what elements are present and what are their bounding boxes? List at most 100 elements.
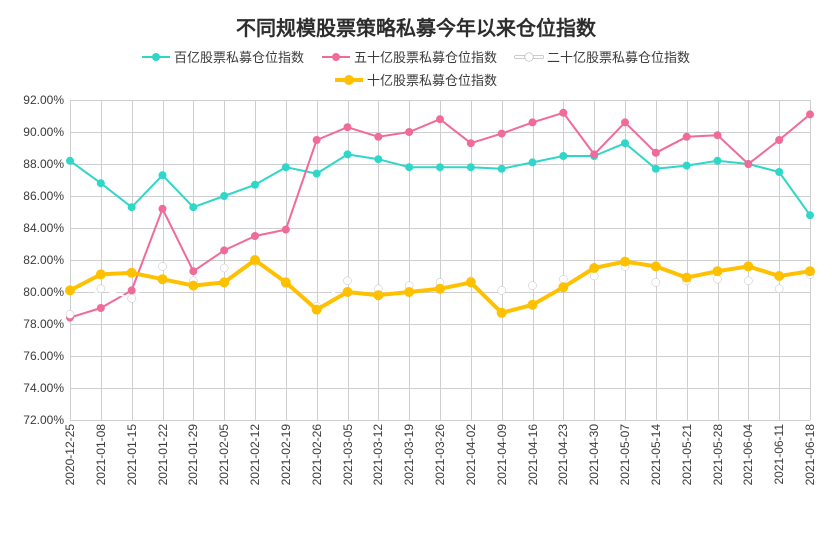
- series-marker: [590, 150, 598, 158]
- series-marker: [373, 290, 383, 300]
- series-marker: [714, 131, 722, 139]
- series-marker: [498, 130, 506, 138]
- series-marker: [559, 152, 567, 160]
- series-marker: [343, 287, 353, 297]
- series-marker: [65, 285, 75, 295]
- series-marker: [251, 181, 259, 189]
- series-marker: [683, 133, 691, 141]
- series-svg: [70, 100, 810, 420]
- x-axis-tick-label: 2021-05-14: [649, 420, 663, 485]
- series-marker: [806, 110, 814, 118]
- series-marker: [621, 139, 629, 147]
- legend-item: 二十亿股票私募仓位指数: [515, 47, 690, 66]
- series-line: [70, 143, 810, 215]
- series-marker: [97, 179, 105, 187]
- x-axis-tick-label: 2021-04-09: [495, 420, 509, 485]
- legend-item: 百亿股票私募仓位指数: [142, 47, 304, 66]
- y-axis-tick-label: 90.00%: [23, 125, 70, 139]
- x-axis-tick-label: 2021-04-23: [556, 420, 570, 485]
- chart-title: 不同规模股票策略私募今年以来仓位指数: [0, 0, 832, 47]
- x-axis-tick-label: 2021-01-15: [125, 420, 139, 485]
- x-axis-tick-label: 2021-03-26: [433, 420, 447, 485]
- x-axis-tick-label: 2021-04-16: [526, 420, 540, 485]
- series-marker: [805, 266, 815, 276]
- series-marker: [188, 281, 198, 291]
- series-marker: [529, 158, 537, 166]
- legend-item: 五十亿股票私募仓位指数: [322, 47, 497, 66]
- y-axis-tick-label: 82.00%: [23, 253, 70, 267]
- legend-swatch: [515, 53, 543, 61]
- series-marker: [744, 160, 752, 168]
- series-marker: [344, 123, 352, 131]
- x-axis-tick-label: 2021-04-30: [587, 420, 601, 485]
- x-axis-tick-label: 2020-12-25: [63, 420, 77, 485]
- legend-label: 五十亿股票私募仓位指数: [354, 47, 497, 66]
- series-marker: [220, 264, 228, 272]
- series-marker: [96, 269, 106, 279]
- series-marker: [220, 246, 228, 254]
- series-marker: [374, 155, 382, 163]
- x-axis-tick-label: 2021-05-21: [680, 420, 694, 485]
- series-marker: [498, 165, 506, 173]
- series-marker: [97, 285, 105, 293]
- x-axis-tick-label: 2021-01-08: [94, 420, 108, 485]
- series-marker: [250, 255, 260, 265]
- series-marker: [66, 157, 74, 165]
- series-marker: [774, 271, 784, 281]
- series-marker: [652, 165, 660, 173]
- x-axis-tick-label: 2021-02-05: [217, 420, 231, 485]
- series-marker: [652, 149, 660, 157]
- x-axis-tick-label: 2021-03-12: [371, 420, 385, 485]
- series-marker: [405, 128, 413, 136]
- series-marker: [589, 263, 599, 273]
- series-marker: [775, 136, 783, 144]
- series-marker: [404, 287, 414, 297]
- series-marker: [189, 267, 197, 275]
- y-axis-tick-label: 78.00%: [23, 317, 70, 331]
- series-marker: [652, 278, 660, 286]
- series-marker: [159, 262, 167, 270]
- legend-item: 十亿股票私募仓位指数: [335, 70, 497, 89]
- series-marker: [713, 266, 723, 276]
- chart-container: 不同规模股票策略私募今年以来仓位指数 百亿股票私募仓位指数 五十亿股票私募仓位指数…: [0, 0, 832, 547]
- series-marker: [497, 308, 507, 318]
- series-marker: [466, 277, 476, 287]
- x-axis-tick-label: 2021-01-29: [186, 420, 200, 485]
- series-marker: [529, 282, 537, 290]
- x-axis-tick-label: 2021-02-26: [310, 420, 324, 485]
- y-axis-tick-label: 86.00%: [23, 189, 70, 203]
- legend-swatch: [335, 75, 363, 85]
- series-marker: [128, 286, 136, 294]
- series-marker: [682, 273, 692, 283]
- legend-swatch: [142, 53, 170, 61]
- legend-label: 二十亿股票私募仓位指数: [547, 47, 690, 66]
- y-axis-tick-label: 74.00%: [23, 381, 70, 395]
- series-marker: [529, 118, 537, 126]
- gridline-vertical: [810, 100, 811, 420]
- legend: 百亿股票私募仓位指数 五十亿股票私募仓位指数 二十亿股票私募仓位指数十亿股票私募仓位…: [96, 47, 736, 89]
- series-marker: [436, 163, 444, 171]
- series-marker: [281, 277, 291, 287]
- y-axis-tick-label: 88.00%: [23, 157, 70, 171]
- series-marker: [159, 205, 167, 213]
- y-axis-tick-label: 84.00%: [23, 221, 70, 235]
- series-marker: [159, 171, 167, 179]
- legend-label: 百亿股票私募仓位指数: [174, 47, 304, 66]
- x-axis-tick-label: 2021-06-11: [772, 420, 786, 485]
- series-marker: [806, 211, 814, 219]
- plot-area: 72.00%74.00%76.00%78.00%80.00%82.00%84.0…: [70, 100, 810, 420]
- x-axis-tick-label: 2021-01-22: [156, 420, 170, 485]
- series-marker: [312, 305, 322, 315]
- x-axis-tick-label: 2021-02-12: [248, 420, 262, 485]
- series-marker: [558, 282, 568, 292]
- series-marker: [282, 226, 290, 234]
- series-marker: [683, 162, 691, 170]
- series-marker: [590, 272, 598, 280]
- x-axis-tick-label: 2021-06-04: [741, 420, 755, 485]
- series-marker: [282, 163, 290, 171]
- series-marker: [743, 261, 753, 271]
- series-marker: [158, 274, 168, 284]
- series-marker: [467, 163, 475, 171]
- series-marker: [559, 109, 567, 117]
- series-marker: [620, 257, 630, 267]
